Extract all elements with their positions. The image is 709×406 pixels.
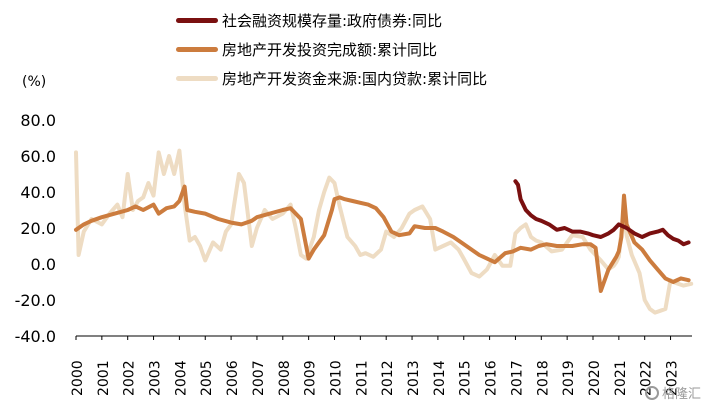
watermark-logo-icon bbox=[644, 385, 659, 400]
x-tick-label: 2011 bbox=[354, 360, 370, 396]
legend-item-real-estate-investment: 房地产开发投资完成额:累计同比 bbox=[176, 35, 487, 64]
x-tick-label: 2012 bbox=[380, 360, 396, 396]
watermark-text: 格隆汇 bbox=[661, 387, 701, 402]
legend-item-government-bonds: 社会融资规模存量:政府债券:同比 bbox=[176, 6, 487, 35]
y-tick-label: -20.0 bbox=[15, 291, 56, 310]
legend-label: 房地产开发资金来源:国内贷款:累计同比 bbox=[222, 70, 488, 88]
y-tick-label: 20.0 bbox=[20, 219, 56, 238]
legend-item-domestic-loans: 房地产开发资金来源:国内贷款:累计同比 bbox=[176, 64, 487, 93]
x-tick-label: 2013 bbox=[406, 360, 422, 396]
y-tick-label: -40.0 bbox=[15, 327, 56, 346]
x-tick-label: 2010 bbox=[328, 360, 344, 396]
x-tick-label: 2020 bbox=[587, 360, 603, 396]
legend-swatch bbox=[176, 47, 218, 52]
x-tick-label: 2009 bbox=[303, 360, 319, 396]
y-tick-label: 80.0 bbox=[20, 111, 56, 130]
x-tick-label: 2006 bbox=[225, 360, 241, 396]
y-axis-unit-label: (%) bbox=[22, 74, 47, 90]
legend-label: 房地产开发投资完成额:累计同比 bbox=[222, 41, 438, 59]
x-tick-label: 2007 bbox=[251, 360, 267, 396]
x-tick-label: 2023 bbox=[665, 360, 681, 396]
x-tick-label: 2015 bbox=[458, 360, 474, 396]
watermark: 格隆汇 bbox=[644, 383, 701, 402]
x-tick-label: 2005 bbox=[199, 360, 215, 396]
y-tick-label: 60.0 bbox=[20, 147, 56, 166]
x-tick-label: 2014 bbox=[432, 360, 448, 396]
legend-swatch bbox=[176, 76, 218, 81]
x-tick-label: 2001 bbox=[96, 360, 112, 396]
legend-swatch bbox=[176, 18, 218, 23]
x-tick-label: 2016 bbox=[484, 360, 500, 396]
x-tick-label: 2021 bbox=[613, 360, 629, 396]
x-tick-label: 2017 bbox=[509, 360, 525, 396]
x-tick-label: 2000 bbox=[70, 360, 86, 396]
x-tick-label: 2008 bbox=[277, 360, 293, 396]
chart-legend: 社会融资规模存量:政府债券:同比 房地产开发投资完成额:累计同比 房地产开发资金… bbox=[176, 6, 487, 93]
y-tick-label: 40.0 bbox=[20, 183, 56, 202]
series-line-0 bbox=[513, 179, 691, 247]
x-tick-label: 2019 bbox=[561, 360, 577, 396]
y-tick-label: 0.0 bbox=[31, 255, 56, 274]
series-line-2 bbox=[74, 148, 694, 315]
x-tick-label: 2018 bbox=[535, 360, 551, 396]
x-tick-label: 2003 bbox=[148, 360, 164, 396]
legend-label: 社会融资规模存量:政府债券:同比 bbox=[222, 12, 443, 30]
series-line-1 bbox=[74, 184, 691, 293]
x-tick-label: 2004 bbox=[173, 360, 189, 396]
x-tick-label: 2002 bbox=[122, 360, 138, 396]
